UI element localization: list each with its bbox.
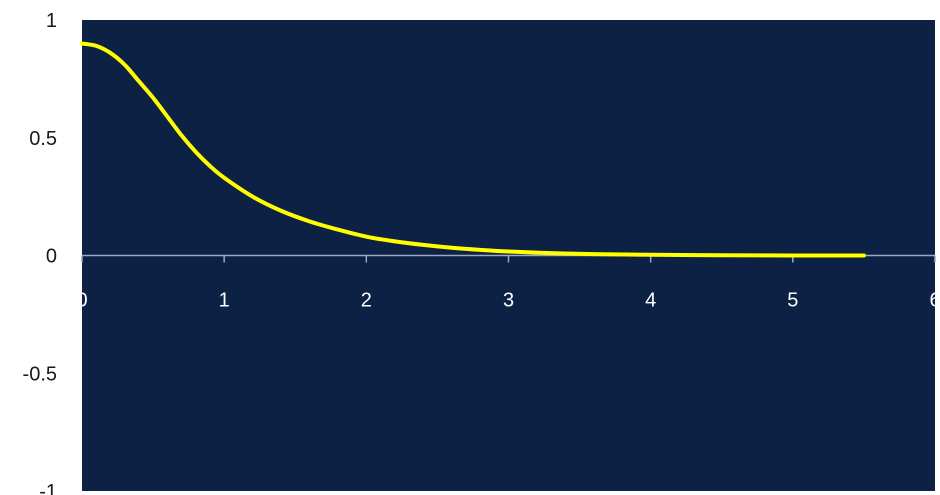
y-tick-label: -1 bbox=[39, 481, 57, 495]
y-axis-tick-labels: 1 0.5 0 -0.5 -1 bbox=[23, 10, 57, 495]
data-line bbox=[80, 41, 866, 258]
x-tick-label: 2 bbox=[361, 290, 372, 312]
x-axis-tick-labels: 0 1 2 3 4 5 6 bbox=[76, 290, 940, 312]
x-tick-label: 5 bbox=[787, 290, 798, 312]
x-tick-label: 0 bbox=[76, 290, 87, 312]
x-tick-label: 3 bbox=[503, 290, 514, 312]
y-tick-label: -0.5 bbox=[23, 363, 57, 385]
x-axis-ticks bbox=[81, 255, 936, 263]
y-tick-label: 1 bbox=[46, 10, 57, 32]
y-tick-label: 0 bbox=[46, 246, 57, 268]
x-tick-label: 4 bbox=[645, 290, 656, 312]
x-tick-label: 6 bbox=[929, 290, 940, 312]
y-tick-label: 0.5 bbox=[29, 128, 57, 150]
x-tick-label: 1 bbox=[219, 290, 230, 312]
